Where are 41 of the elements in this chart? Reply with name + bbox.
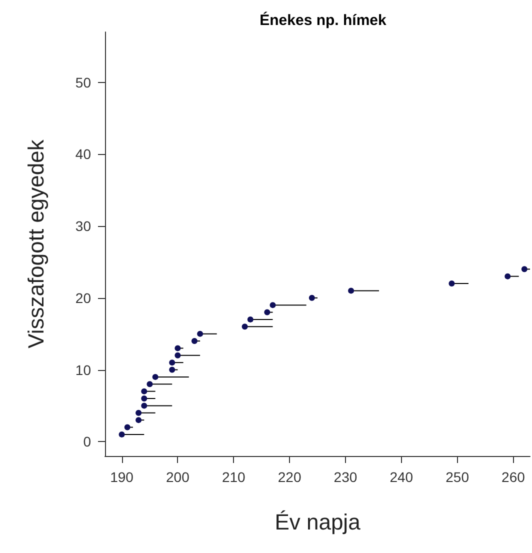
point [521, 266, 528, 272]
point [270, 302, 276, 308]
x-tick-label: 200 [166, 469, 190, 485]
point [141, 396, 148, 402]
x-tick-label: 230 [334, 469, 358, 485]
point [141, 388, 148, 394]
y-tick-label: 10 [75, 362, 92, 378]
point [242, 324, 248, 330]
point [264, 309, 270, 316]
point [136, 417, 142, 424]
point [247, 316, 254, 322]
y-tick-label: 40 [75, 146, 92, 162]
point [348, 288, 354, 294]
y-tick-label: 20 [75, 290, 92, 306]
x-tick-label: 210 [222, 469, 246, 485]
point [124, 424, 130, 430]
point [448, 280, 455, 287]
point [136, 410, 142, 416]
point [174, 345, 181, 352]
y-tick-label: 30 [75, 218, 92, 234]
point [118, 431, 125, 438]
x-tick-label: 220 [278, 469, 302, 485]
point [141, 402, 148, 409]
y-axis-title: Visszafogott egyedek [24, 138, 48, 348]
x-tick-label: 260 [502, 469, 526, 485]
x-tick-label: 250 [446, 469, 470, 485]
chart-title: Énekes np. hímek [260, 11, 388, 29]
x-tick-label: 240 [390, 469, 414, 485]
point [504, 273, 511, 280]
point [197, 330, 204, 337]
point [174, 352, 181, 358]
point [169, 360, 176, 366]
point [146, 381, 153, 388]
y-tick-label: 0 [83, 434, 92, 450]
y-tick-label: 50 [75, 74, 92, 90]
x-axis-title: Év napja [274, 510, 362, 534]
point [308, 294, 315, 301]
x-tick-label: 190 [110, 469, 134, 485]
point [152, 374, 158, 380]
point [169, 366, 176, 373]
point [191, 338, 198, 344]
